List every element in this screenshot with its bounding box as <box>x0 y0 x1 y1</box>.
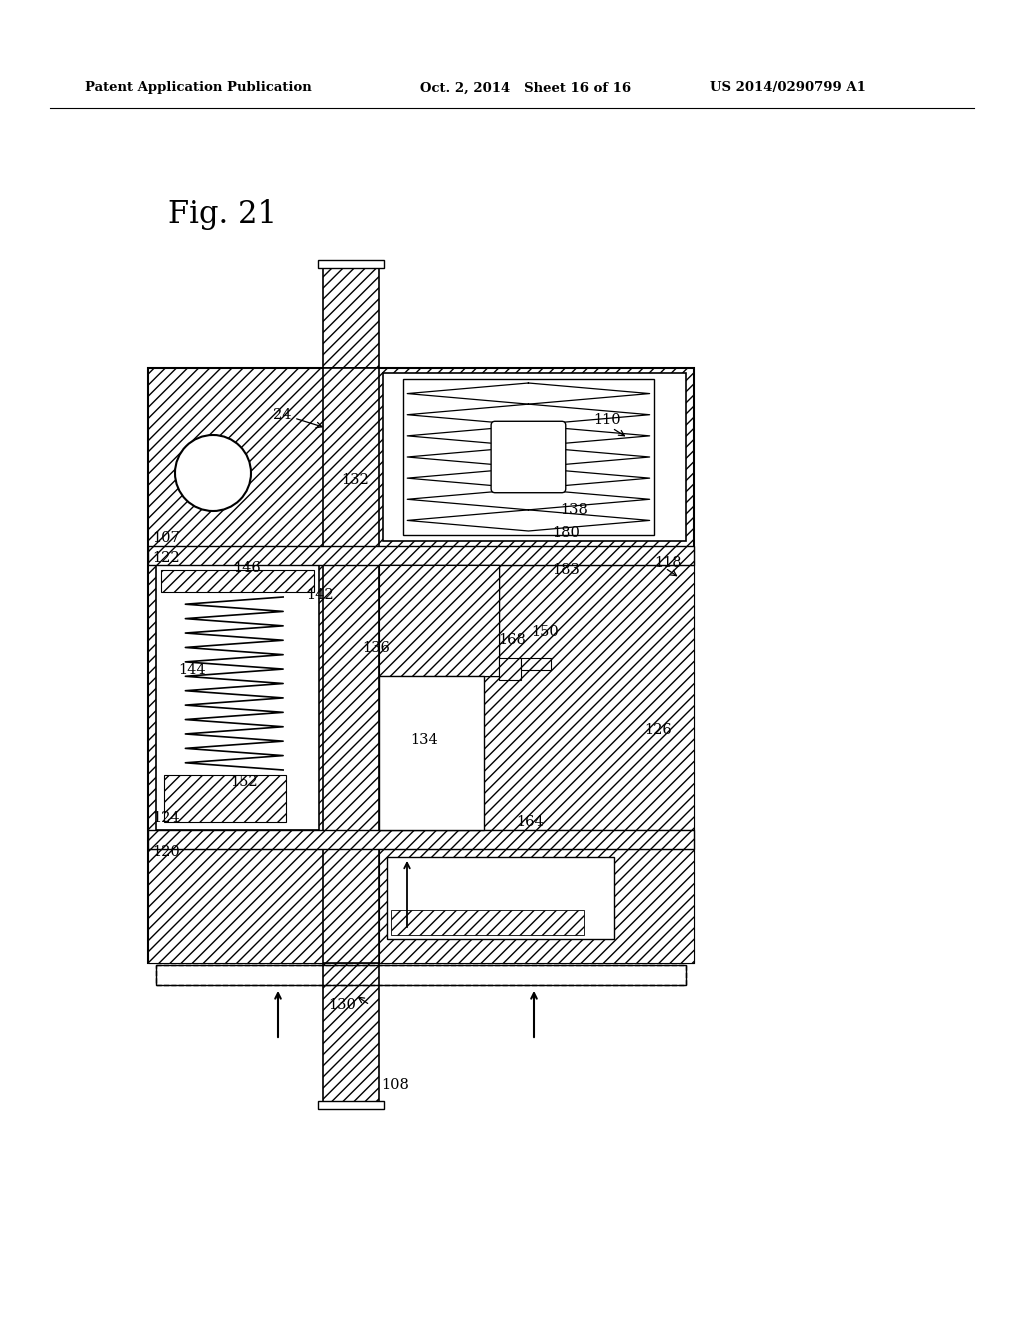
Text: 180: 180 <box>552 525 580 540</box>
Bar <box>148 849 323 964</box>
Bar <box>499 657 520 680</box>
Bar <box>379 676 483 830</box>
Bar <box>403 379 653 535</box>
Text: 183: 183 <box>552 564 580 577</box>
Bar <box>156 565 319 830</box>
Bar <box>379 565 499 676</box>
Text: 142: 142 <box>306 587 334 602</box>
Text: 110: 110 <box>593 413 621 426</box>
Text: 164: 164 <box>516 814 544 829</box>
Text: 144: 144 <box>178 663 206 677</box>
Bar <box>379 565 499 676</box>
Bar <box>161 570 314 591</box>
Text: 168: 168 <box>498 634 526 647</box>
Text: 107: 107 <box>153 531 180 545</box>
Text: 152: 152 <box>230 775 258 789</box>
Text: US 2014/0290799 A1: US 2014/0290799 A1 <box>710 82 866 95</box>
Text: 118: 118 <box>654 556 682 570</box>
Bar <box>148 546 694 565</box>
Text: 130: 130 <box>328 998 356 1012</box>
Bar <box>156 965 686 985</box>
Bar <box>391 911 584 935</box>
Text: Patent Application Publication: Patent Application Publication <box>85 82 311 95</box>
Text: Fig. 21: Fig. 21 <box>168 199 278 231</box>
Text: 150: 150 <box>531 624 559 639</box>
Text: 146: 146 <box>233 561 261 576</box>
Text: 108: 108 <box>381 1078 409 1092</box>
Text: Oct. 2, 2014   Sheet 16 of 16: Oct. 2, 2014 Sheet 16 of 16 <box>420 82 631 95</box>
Bar <box>318 1101 384 1109</box>
Text: 138: 138 <box>560 503 588 517</box>
Bar <box>520 657 551 669</box>
Bar <box>318 260 384 268</box>
Bar <box>156 965 686 985</box>
Text: 132: 132 <box>341 473 369 487</box>
Bar <box>323 368 379 964</box>
Text: 126: 126 <box>644 723 672 737</box>
Bar <box>387 857 613 939</box>
Text: 124: 124 <box>153 810 180 825</box>
Bar <box>379 849 694 964</box>
Circle shape <box>175 436 251 511</box>
Text: 24: 24 <box>272 408 291 422</box>
Bar <box>323 265 379 368</box>
Text: 120: 120 <box>153 845 180 859</box>
FancyBboxPatch shape <box>492 421 566 492</box>
Bar <box>148 830 694 849</box>
Bar <box>379 565 694 830</box>
Bar <box>148 368 694 964</box>
Text: 122: 122 <box>153 550 180 565</box>
Bar <box>383 374 686 541</box>
Text: 134: 134 <box>411 733 438 747</box>
Bar <box>323 964 379 1104</box>
Text: 136: 136 <box>362 642 390 655</box>
Bar <box>164 775 287 822</box>
